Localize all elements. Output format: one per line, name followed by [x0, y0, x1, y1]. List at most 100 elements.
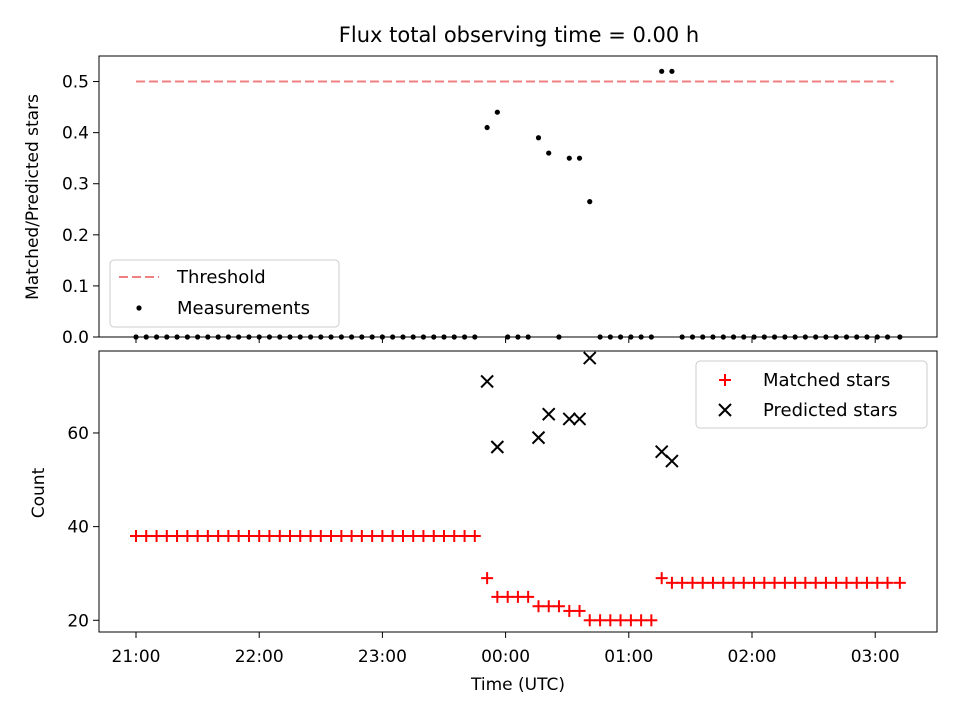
legend-threshold-label: Threshold	[176, 267, 266, 288]
x-tick-label: 02:00	[728, 647, 777, 667]
matched-star-marker	[789, 576, 802, 589]
top-axes-frame	[98, 55, 938, 338]
chart-title: Flux total observing time = 0.00 h	[339, 23, 699, 47]
matched-star-marker	[501, 590, 514, 603]
predicted-star-marker	[542, 407, 556, 421]
matched-star-marker	[191, 529, 204, 542]
matched-star-marker	[676, 576, 689, 589]
matched-star-marker	[314, 529, 327, 542]
x-tick-label: 00:00	[481, 647, 530, 667]
matched-star-marker	[563, 604, 576, 617]
matched-star-marker	[819, 576, 832, 589]
predicted-star-marker	[583, 351, 597, 365]
matched-star-marker	[242, 529, 255, 542]
matched-star-marker	[511, 590, 524, 603]
top-y-tick-label: 0.0	[62, 328, 89, 348]
x-tick-label: 23:00	[358, 647, 407, 667]
bottom-legend-box	[695, 360, 928, 429]
matched-star-marker	[253, 529, 266, 542]
matched-star-marker	[417, 529, 430, 542]
matched-star-marker	[871, 576, 884, 589]
matched-star-marker	[893, 576, 906, 589]
matched-star-marker	[881, 576, 894, 589]
predicted-star-marker	[665, 454, 679, 468]
matched-star-marker	[407, 529, 420, 542]
predicted-stars-points	[480, 351, 679, 468]
matched-star-marker	[850, 576, 863, 589]
legend-matched-swatch	[719, 374, 731, 386]
matched-star-marker	[809, 576, 822, 589]
matched-star-marker	[232, 529, 245, 542]
matched-star-marker	[130, 529, 142, 542]
matched-star-marker	[294, 529, 307, 542]
legend-measurements-swatch	[136, 305, 142, 311]
matched-star-marker	[645, 614, 658, 627]
matched-star-marker	[427, 529, 440, 542]
matched-star-marker	[748, 576, 761, 589]
top-y-tick-label: 0.3	[62, 175, 89, 195]
bottom-legend: Matched stars Predicted stars	[695, 360, 928, 429]
matched-star-marker	[160, 529, 173, 542]
measurement-point	[535, 135, 542, 141]
bottom-y-tick-label: 60	[67, 424, 89, 444]
matched-star-marker	[614, 614, 627, 627]
measurement-point	[566, 155, 572, 161]
measurement-point	[484, 124, 490, 131]
bottom-axes-frame	[98, 350, 938, 633]
x-axis-label: Time (UTC)	[470, 675, 565, 695]
x-tick-label: 21:00	[112, 647, 161, 667]
x-tick-label: 22:00	[235, 647, 284, 667]
matched-star-marker	[458, 529, 471, 542]
matched-star-marker	[758, 576, 771, 589]
matched-star-marker	[150, 529, 163, 542]
matched-star-marker	[325, 529, 338, 542]
matched-star-marker	[181, 529, 194, 542]
top-y-axis-label: Matched/Predicted stars	[23, 94, 43, 300]
matched-star-marker	[665, 576, 678, 589]
matched-star-marker	[594, 614, 607, 627]
matched-star-marker	[366, 529, 379, 542]
measurement-point	[546, 150, 552, 156]
matched-star-marker	[376, 529, 389, 542]
matched-star-marker	[222, 529, 235, 542]
bottom-panel: 20 40 60 21:00 22:00 23:00 00:00 01:00 02:00 03:0…	[29, 350, 938, 695]
matched-star-marker	[768, 576, 781, 589]
measurement-point	[576, 155, 583, 161]
matched-star-marker	[573, 604, 586, 617]
top-y-tick-label: 0.2	[62, 226, 89, 246]
matched-star-marker	[542, 600, 555, 613]
x-tick-label: 03:00	[851, 647, 900, 667]
measurement-point	[587, 199, 593, 205]
predicted-star-marker	[490, 440, 505, 454]
top-axis-ticks: 0.0 0.1 0.2 0.3 0.4 0.5	[62, 73, 876, 348]
matched-star-marker	[778, 576, 791, 589]
top-y-tick-label: 0.4	[62, 124, 89, 144]
matched-star-marker	[532, 600, 545, 613]
matched-star-marker	[604, 614, 617, 627]
matched-star-marker	[583, 614, 596, 627]
legend-predicted-swatch	[718, 403, 732, 417]
bottom-y-tick-label: 20	[67, 611, 89, 631]
matched-star-marker	[635, 614, 648, 627]
predicted-star-marker	[562, 412, 577, 426]
matched-star-marker	[799, 576, 812, 589]
matched-star-marker	[335, 529, 348, 542]
matched-star-marker	[386, 529, 399, 542]
matched-star-marker	[840, 576, 853, 589]
matched-star-marker	[284, 529, 296, 542]
matched-star-marker	[696, 576, 709, 589]
measurement-point	[494, 109, 500, 115]
matched-star-marker	[468, 529, 481, 542]
matched-star-marker	[491, 590, 504, 603]
matched-star-marker	[212, 529, 225, 542]
matched-star-marker	[717, 576, 730, 589]
matched-star-marker	[201, 529, 214, 542]
matched-star-marker	[345, 529, 358, 542]
predicted-star-marker	[572, 412, 587, 426]
matched-star-marker	[171, 529, 184, 542]
matched-star-marker	[655, 572, 668, 585]
matched-star-marker	[448, 529, 461, 542]
matched-star-marker	[481, 572, 494, 585]
matched-star-marker	[737, 576, 750, 589]
